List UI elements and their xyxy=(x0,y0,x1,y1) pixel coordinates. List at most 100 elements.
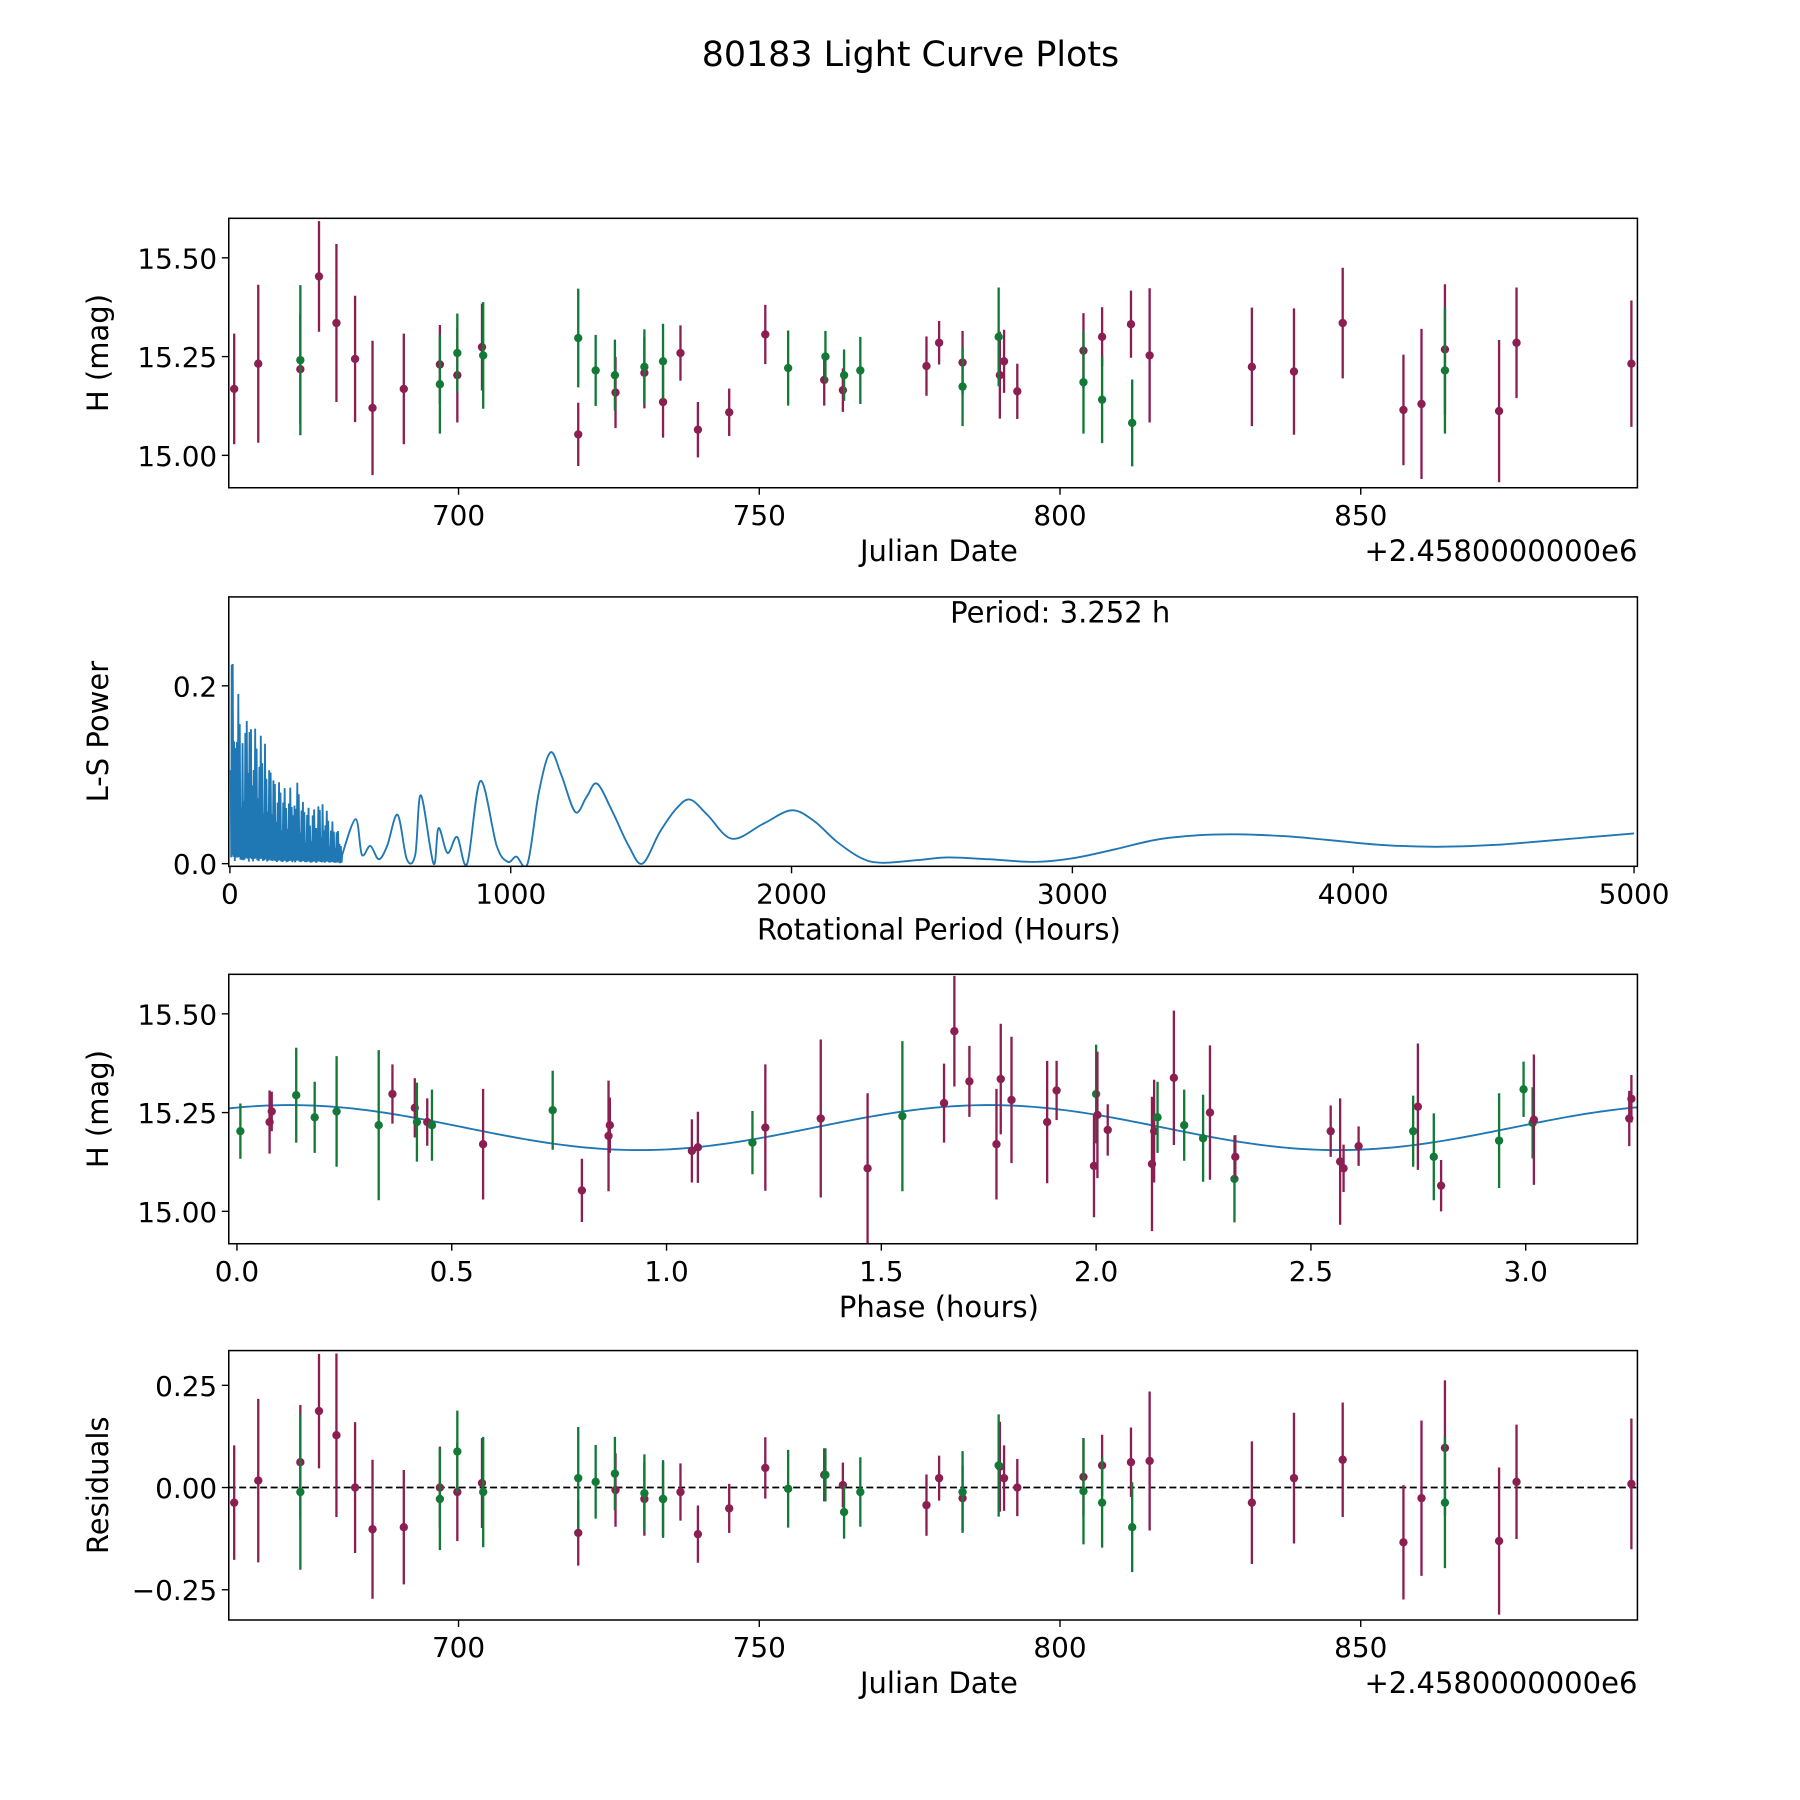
data-point xyxy=(479,1487,488,1497)
data-point xyxy=(591,366,600,375)
data-point xyxy=(478,1140,488,1149)
x-axis-label: Julian Date xyxy=(858,534,1018,568)
data-point xyxy=(934,338,944,347)
data-point xyxy=(388,1089,397,1099)
data-point xyxy=(453,348,462,358)
y-tick-label: 15.50 xyxy=(137,242,217,275)
x-tick-label: 5000 xyxy=(1599,877,1670,910)
data-point xyxy=(1145,1456,1154,1466)
data-point xyxy=(725,408,734,417)
data-point xyxy=(1230,1174,1239,1184)
data-point xyxy=(374,1121,383,1130)
data-point xyxy=(676,348,685,358)
y-axis-label: L-S Power xyxy=(81,661,115,803)
data-point xyxy=(693,1143,703,1152)
data-point xyxy=(1126,320,1136,329)
y-tick-label: 0.25 xyxy=(155,1370,217,1403)
axes-phase-folded: 0.0 0.5 1.0 1.5 2.0 2.5 3.0 15.00 15.25 15.50 Phas… xyxy=(81,975,1638,1324)
data-point xyxy=(958,382,967,391)
data-point xyxy=(1338,1455,1347,1464)
x-axis-label: Phase (hours) xyxy=(839,1290,1039,1324)
plot-area xyxy=(228,1353,1638,1615)
data-point xyxy=(1399,1538,1408,1547)
data-point xyxy=(838,385,848,395)
data-point xyxy=(1627,1094,1636,1103)
y-tick-label: 15.25 xyxy=(137,1097,217,1130)
data-point xyxy=(1429,1152,1438,1162)
data-point xyxy=(658,1494,668,1504)
data-point xyxy=(591,1477,600,1486)
data-point xyxy=(999,1473,1009,1483)
data-point xyxy=(1126,1458,1136,1467)
x-tick-label: 2.5 xyxy=(1289,1255,1333,1288)
data-point xyxy=(350,354,360,364)
data-point xyxy=(687,1146,697,1156)
y-tick-label: −0.25 xyxy=(132,1574,217,1607)
data-point xyxy=(1335,1157,1345,1166)
data-point xyxy=(783,1484,793,1493)
data-point xyxy=(1529,1115,1539,1124)
data-point xyxy=(399,1523,408,1532)
data-point xyxy=(577,1186,587,1195)
y-axis-label: H (mag) xyxy=(81,294,115,412)
data-point xyxy=(1205,1108,1215,1117)
data-point xyxy=(1052,1086,1061,1095)
data-point xyxy=(368,1525,377,1534)
data-point xyxy=(1627,1479,1636,1489)
x-axis-label: Julian Date xyxy=(858,1666,1018,1700)
x-tick-label: 800 xyxy=(1033,1631,1086,1664)
y-tick-label: 0.0 xyxy=(173,848,217,881)
data-point xyxy=(399,384,408,394)
data-point xyxy=(994,1461,1003,1470)
data-point xyxy=(296,1487,305,1497)
x-offset-label: +2.4580000000e6 xyxy=(1364,1666,1637,1700)
data-point xyxy=(820,375,829,385)
data-point xyxy=(1440,366,1450,375)
data-point xyxy=(1326,1126,1335,1136)
data-point xyxy=(1436,1181,1446,1190)
data-point xyxy=(1169,1073,1179,1083)
x-tick-label: 750 xyxy=(733,1631,786,1664)
periodogram-line xyxy=(229,663,1635,867)
plot-area xyxy=(229,663,1635,867)
data-point xyxy=(267,1107,276,1116)
data-point xyxy=(332,318,341,328)
data-point xyxy=(314,1406,324,1416)
data-point xyxy=(1128,1523,1137,1532)
data-point xyxy=(1103,1125,1112,1135)
data-point xyxy=(368,403,377,413)
data-point xyxy=(1153,1113,1162,1122)
data-point xyxy=(863,1164,872,1173)
data-point xyxy=(548,1106,557,1115)
data-point xyxy=(939,1098,949,1108)
axes-frame xyxy=(228,973,1639,1245)
data-point xyxy=(999,357,1009,366)
data-point xyxy=(934,1473,944,1483)
data-point xyxy=(1097,332,1107,342)
figure-title: 80183 Light Curve Plots xyxy=(702,35,1119,75)
data-point xyxy=(658,397,668,407)
data-point xyxy=(922,361,931,371)
data-point xyxy=(477,342,487,352)
x-tick-label: 3000 xyxy=(1037,877,1108,910)
data-point xyxy=(1247,1498,1257,1507)
data-point xyxy=(1093,1110,1102,1120)
data-point xyxy=(574,1528,583,1538)
data-point xyxy=(610,370,620,380)
data-point xyxy=(574,333,583,343)
axes-frame xyxy=(228,596,1639,868)
data-point xyxy=(693,1529,703,1539)
data-point xyxy=(435,380,445,389)
data-point xyxy=(1413,1102,1423,1111)
data-point xyxy=(435,1494,445,1504)
data-point xyxy=(296,355,305,365)
data-point xyxy=(604,1131,613,1141)
data-point xyxy=(479,351,488,360)
x-tick-label: 850 xyxy=(1334,499,1387,532)
data-point xyxy=(1494,406,1504,416)
data-point xyxy=(992,1140,1001,1149)
data-point xyxy=(1289,367,1299,376)
data-point xyxy=(693,425,703,434)
x-tick-label: 800 xyxy=(1033,499,1086,532)
